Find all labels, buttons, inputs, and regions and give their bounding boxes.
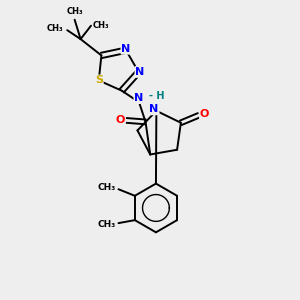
Text: O: O (116, 116, 125, 125)
Text: CH₃: CH₃ (98, 220, 116, 229)
Text: CH₃: CH₃ (92, 21, 109, 30)
Text: N: N (149, 104, 159, 114)
Text: CH₃: CH₃ (98, 183, 116, 192)
Text: - H: - H (149, 91, 165, 101)
Text: CH₃: CH₃ (66, 7, 83, 16)
Text: S: S (95, 76, 103, 85)
Text: N: N (135, 67, 145, 77)
Text: CH₃: CH₃ (47, 24, 64, 33)
Text: N: N (134, 93, 144, 103)
Text: N: N (122, 44, 130, 54)
Text: O: O (200, 109, 209, 119)
